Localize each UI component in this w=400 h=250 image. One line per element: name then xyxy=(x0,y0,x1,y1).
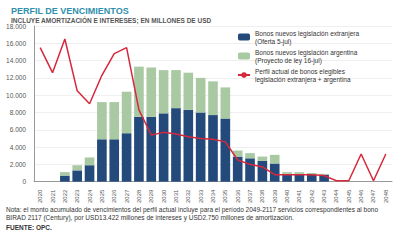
svg-text:14.000: 14.000 xyxy=(6,57,26,64)
svg-text:2045: 2045 xyxy=(346,189,352,203)
svg-text:2029: 2029 xyxy=(148,189,154,203)
svg-text:2047: 2047 xyxy=(370,189,376,203)
svg-text:6.000: 6.000 xyxy=(10,126,27,133)
svg-text:2044: 2044 xyxy=(333,189,339,203)
html-text:Nota: el monto acumulado de ve: Nota: el monto acumulado de vencimientos… xyxy=(6,206,378,221)
svg-text:2046: 2046 xyxy=(358,189,364,203)
svg-text:Bonos nuevos legislación extra: Bonos nuevos legislación extranjera xyxy=(255,30,359,38)
svg-text:2033: 2033 xyxy=(198,189,204,203)
svg-text:18.000: 18.000 xyxy=(6,22,26,30)
svg-text:10.000: 10.000 xyxy=(6,92,26,99)
svg-text:2028: 2028 xyxy=(136,189,142,203)
html-text:FUENTE: OPC.: FUENTE: OPC. xyxy=(6,224,52,231)
svg-text:2026: 2026 xyxy=(111,189,117,203)
svg-text:12.000: 12.000 xyxy=(6,74,26,81)
svg-text:2031: 2031 xyxy=(173,189,179,203)
svg-text:2021: 2021 xyxy=(50,189,56,203)
svg-text:2043: 2043 xyxy=(321,189,327,203)
svg-text:2024: 2024 xyxy=(87,189,93,203)
svg-text:(Proyecto de ley 16-jul): (Proyecto de ley 16-jul) xyxy=(255,57,322,65)
svg-text:2027: 2027 xyxy=(124,189,130,203)
svg-text:(Oferta 5-jul): (Oferta 5-jul) xyxy=(255,38,291,46)
svg-text:2022: 2022 xyxy=(62,189,68,203)
svg-text:2037: 2037 xyxy=(247,189,253,203)
svg-text:INCLUYE AMORTIZACIÓN E INTERES: INCLUYE AMORTIZACIÓN E INTERESES; EN MIL… xyxy=(11,16,211,25)
svg-text:0: 0 xyxy=(22,178,26,185)
svg-text:2025: 2025 xyxy=(99,189,105,203)
svg-text:2048: 2048 xyxy=(383,189,389,203)
svg-text:2030: 2030 xyxy=(161,189,167,203)
svg-text:2041: 2041 xyxy=(296,189,302,203)
svg-text:2039: 2039 xyxy=(272,189,278,203)
svg-text:2.000: 2.000 xyxy=(10,161,27,168)
svg-text:8.000: 8.000 xyxy=(10,109,27,116)
svg-text:16.000: 16.000 xyxy=(6,40,26,47)
svg-text:2038: 2038 xyxy=(259,189,265,203)
svg-text:2034: 2034 xyxy=(210,189,216,203)
svg-text:2023: 2023 xyxy=(74,189,80,203)
svg-text:2035: 2035 xyxy=(222,189,228,203)
svg-text:2042: 2042 xyxy=(309,189,315,203)
svg-text:PERFIL DE VENCIMIENTOS: PERFIL DE VENCIMIENTOS xyxy=(11,6,129,16)
svg-text:2040: 2040 xyxy=(284,189,290,203)
svg-text:Bonos nuevos legislación argen: Bonos nuevos legislación argentina xyxy=(255,49,358,57)
svg-text:legislación extranjera + argen: legislación extranjera + argentina xyxy=(255,76,351,84)
svg-text:2036: 2036 xyxy=(235,189,241,203)
svg-text:4.000: 4.000 xyxy=(10,144,27,151)
svg-text:2032: 2032 xyxy=(185,189,191,203)
svg-text:2020: 2020 xyxy=(37,189,43,203)
svg-text:Perfil actual de bonos elegibl: Perfil actual de bonos elegibles xyxy=(255,68,346,76)
